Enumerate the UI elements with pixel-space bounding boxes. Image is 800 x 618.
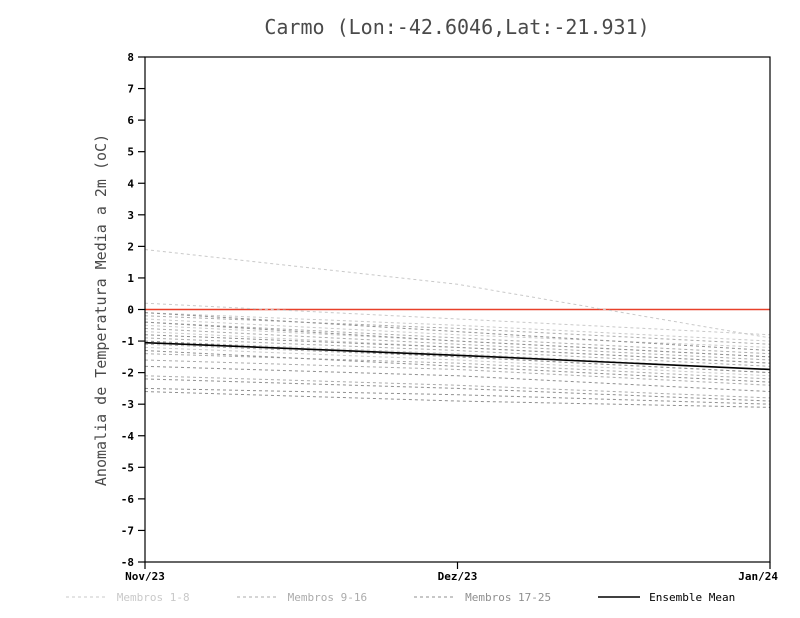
legend-swatch-membros-1-8 (65, 596, 108, 598)
y-tick-label: 4 (127, 177, 134, 190)
member-line-group3 (144, 334, 771, 364)
y-tick-label: 7 (127, 83, 134, 96)
member-line-group1 (144, 249, 771, 339)
member-line-group1 (144, 346, 771, 377)
member-line-group3 (144, 365, 771, 393)
member-line-group2 (144, 343, 771, 374)
member-line-group2 (144, 337, 771, 367)
legend-item-membros-1-8: Membros 1-8 (65, 591, 190, 604)
ensemble-mean-line (144, 341, 771, 371)
y-tick-label: 6 (127, 114, 134, 127)
legend-label-membros-1-8: Membros 1-8 (116, 590, 190, 604)
member-line-group1 (144, 312, 771, 342)
member-line-group2 (144, 359, 771, 386)
legend-swatch-membros-17-25 (414, 596, 457, 598)
member-line-group3 (144, 350, 771, 383)
legend-item-ensemble-mean: Ensemble Mean (597, 591, 735, 604)
member-line-group2 (144, 353, 771, 380)
chart-legend: Membros 1-8 Membros 9-16 Membros 17-25 E… (0, 584, 800, 610)
member-line-group3 (144, 391, 771, 408)
member-line-group1 (144, 340, 771, 370)
member-line-group3 (144, 321, 771, 358)
y-tick-label: -4 (121, 430, 135, 443)
member-line-group2 (144, 375, 771, 399)
y-tick-label: -2 (121, 367, 134, 380)
x-tick-label: Jan/24 (738, 570, 778, 583)
y-tick-label: -6 (121, 493, 135, 506)
x-tick-label: Dez/23 (438, 570, 478, 583)
legend-swatch-membros-9-16 (236, 596, 279, 598)
plot-svg: Carmo (Lon:-42.6046,Lat:-21.931) Anomali… (92, 15, 779, 583)
member-line-group3 (144, 312, 771, 352)
member-line-group2 (144, 321, 771, 355)
y-tick-label: 3 (127, 209, 134, 222)
legend-item-membros-9-16: Membros 9-16 (236, 591, 367, 604)
y-tick-label: 5 (127, 146, 134, 159)
legend-item-membros-17-25: Membros 17-25 (413, 591, 551, 604)
y-tick-label: -5 (121, 461, 134, 474)
member-line-group2 (144, 327, 771, 361)
chart-title: Carmo (Lon:-42.6046,Lat:-21.931) (264, 15, 649, 39)
y-tick-label: 8 (127, 51, 134, 64)
y-axis-title: Anomalia de Temperatura Media a 2m (oC) (92, 134, 110, 486)
y-tick-label: 1 (127, 272, 134, 285)
member-line-group1 (144, 318, 771, 348)
y-tick-label: -3 (121, 398, 134, 411)
legend-swatch-ensemble-mean (598, 596, 641, 598)
member-line-group3 (144, 387, 771, 405)
y-tick-label: -8 (121, 556, 134, 569)
y-tick-label: -1 (121, 335, 135, 348)
plot-content: -8 -7 -6 -5 -4 -3 -2 -1 0 1 2 3 4 5 6 7 8 Nov/23 Dez/23 Jan… (121, 51, 779, 583)
x-tick-label: Nov/23 (125, 570, 165, 583)
legend-label-ensemble-mean: Ensemble Mean (649, 590, 736, 604)
y-tick-label: -7 (121, 524, 134, 537)
plot-frame (144, 56, 771, 563)
member-line-group2 (144, 315, 771, 345)
legend-label-membros-9-16: Membros 9-16 (287, 590, 368, 604)
legend-label-membros-17-25: Membros 17-25 (465, 590, 552, 604)
member-line-group3 (144, 378, 771, 402)
member-line-group1 (144, 302, 771, 336)
y-tick-label: 0 (127, 304, 134, 317)
y-tick-label: 2 (127, 240, 134, 253)
